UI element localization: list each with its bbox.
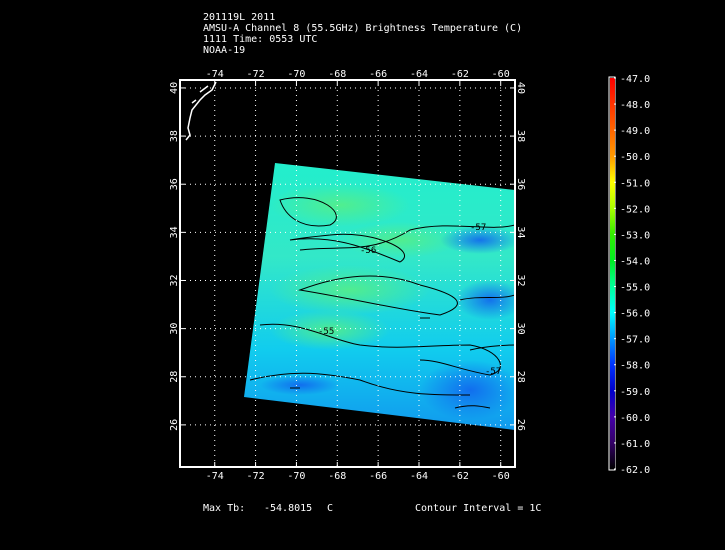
contour-interval: Contour Interval = 1C xyxy=(415,503,542,514)
lon-tick-label-top: -72 xyxy=(247,69,265,80)
lon-tick-label-bottom: -64 xyxy=(410,471,428,482)
contour-label: -57 xyxy=(485,367,501,377)
colorbar-label: -57.0 xyxy=(620,335,650,346)
colorbar-label: -53.0 xyxy=(620,230,650,241)
data-swath xyxy=(244,163,515,430)
contour-lines xyxy=(249,197,515,409)
lon-tick-label-bottom: -66 xyxy=(369,471,387,482)
lon-tick-label-top: -64 xyxy=(410,69,428,80)
lat-tick-label-left: 32 xyxy=(169,274,180,286)
lon-tick-label-top: -62 xyxy=(451,69,469,80)
lat-tick-label-right: 30 xyxy=(515,323,526,335)
lat-tick-label-left: 26 xyxy=(169,419,180,431)
colorbar-label: -50.0 xyxy=(620,152,650,163)
lat-tick-label-left: 38 xyxy=(169,130,180,142)
lat-tick-label-right: 26 xyxy=(515,419,526,431)
colorbar-label: -52.0 xyxy=(620,204,650,215)
lat-tick-label-left: 30 xyxy=(169,323,180,335)
colorbar-label: -56.0 xyxy=(620,309,650,320)
colorbar-label: -60.0 xyxy=(620,413,650,424)
lon-tick-label-top: -68 xyxy=(328,69,346,80)
colorbar-label: -51.0 xyxy=(620,178,650,189)
colorbar-label: -47.0 xyxy=(620,74,650,85)
graticule xyxy=(180,80,515,467)
title-channel: AMSU-A Channel 8 (55.5GHz) Brightness Te… xyxy=(203,23,523,34)
lat-tick-label-left: 28 xyxy=(169,371,180,383)
lat-tick-label-right: 38 xyxy=(515,130,526,142)
lon-tick-label-bottom: -62 xyxy=(451,471,469,482)
colorbar-label: -61.0 xyxy=(620,439,650,450)
lat-tick-label-left: 36 xyxy=(169,178,180,190)
lat-tick-label-right: 40 xyxy=(515,82,526,94)
max-tb-unit: C xyxy=(327,503,334,514)
contour-label: -56 xyxy=(360,246,376,256)
contour-label: -55 xyxy=(318,327,334,337)
lon-tick-label-top: -74 xyxy=(206,69,224,80)
coastline xyxy=(185,81,217,141)
title-time: 1111 Time: 0553 UTC xyxy=(203,34,318,45)
lat-tick-label-right: 36 xyxy=(515,178,526,190)
lon-tick-label-bottom: -74 xyxy=(206,471,224,482)
colorbar-label: -58.0 xyxy=(620,361,650,372)
lat-tick-label-left: 40 xyxy=(169,82,180,94)
lon-tick-label-bottom: -72 xyxy=(247,471,265,482)
lat-tick-label-right: 34 xyxy=(515,226,526,238)
max-tb-label: Max Tb: xyxy=(203,503,246,514)
lat-tick-label-right: 32 xyxy=(515,274,526,286)
colorbar xyxy=(610,78,615,469)
colorbar-label: -54.0 xyxy=(620,256,650,267)
contour-label: -57 xyxy=(470,223,486,233)
lon-tick-label-top: -66 xyxy=(369,69,387,80)
lon-tick-label-top: -60 xyxy=(492,69,510,80)
lon-tick-label-bottom: -68 xyxy=(328,471,346,482)
colorbar-label: -59.0 xyxy=(620,387,650,398)
colorbar-label: -55.0 xyxy=(620,283,650,294)
lon-tick-label-bottom: -70 xyxy=(287,471,305,482)
title-date: 201119L 2011 xyxy=(203,12,276,23)
colorbar-label: -62.0 xyxy=(620,465,650,476)
lat-tick-label-left: 34 xyxy=(169,226,180,238)
title-satellite: NOAA-19 xyxy=(203,45,246,56)
lat-tick-label-right: 28 xyxy=(515,371,526,383)
map-frame xyxy=(179,79,516,468)
lon-tick-label-top: -70 xyxy=(287,69,305,80)
lon-tick-label-bottom: -60 xyxy=(492,471,510,482)
max-tb-value: -54.8015 xyxy=(264,503,313,514)
colorbar-label: -49.0 xyxy=(620,126,650,137)
colorbar-label: -48.0 xyxy=(620,100,650,111)
